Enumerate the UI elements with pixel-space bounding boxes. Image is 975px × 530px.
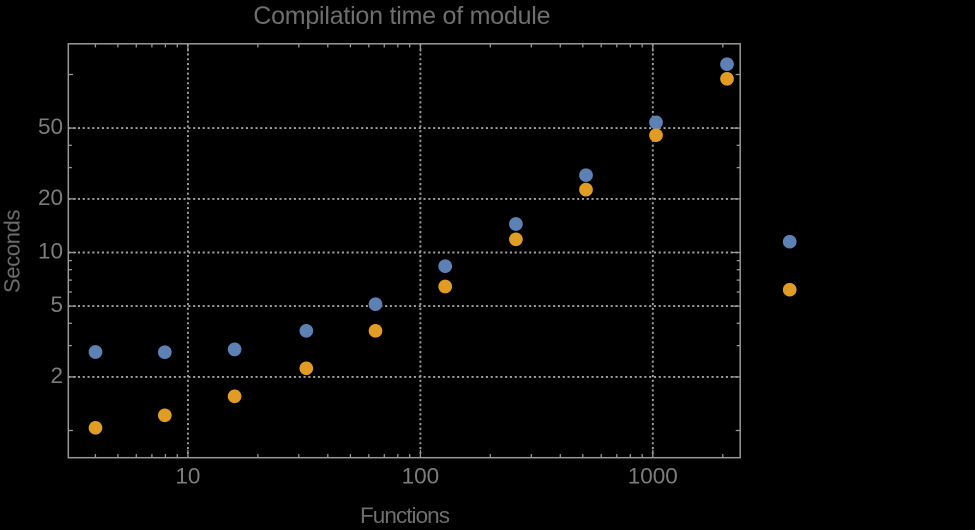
svg-text:Compilation time of module: Compilation time of module xyxy=(253,2,550,30)
svg-text:20: 20 xyxy=(38,185,63,210)
svg-text:Functions: Functions xyxy=(360,503,450,525)
svg-text:5: 5 xyxy=(50,292,63,317)
svg-text:Seconds: Seconds xyxy=(0,210,24,293)
svg-text:10: 10 xyxy=(175,463,200,488)
svg-text:1000: 1000 xyxy=(628,463,678,488)
svg-text:10: 10 xyxy=(38,238,63,263)
svg-text:50: 50 xyxy=(38,114,63,139)
svg-text:2: 2 xyxy=(50,363,63,388)
svg-text:100: 100 xyxy=(402,463,440,488)
